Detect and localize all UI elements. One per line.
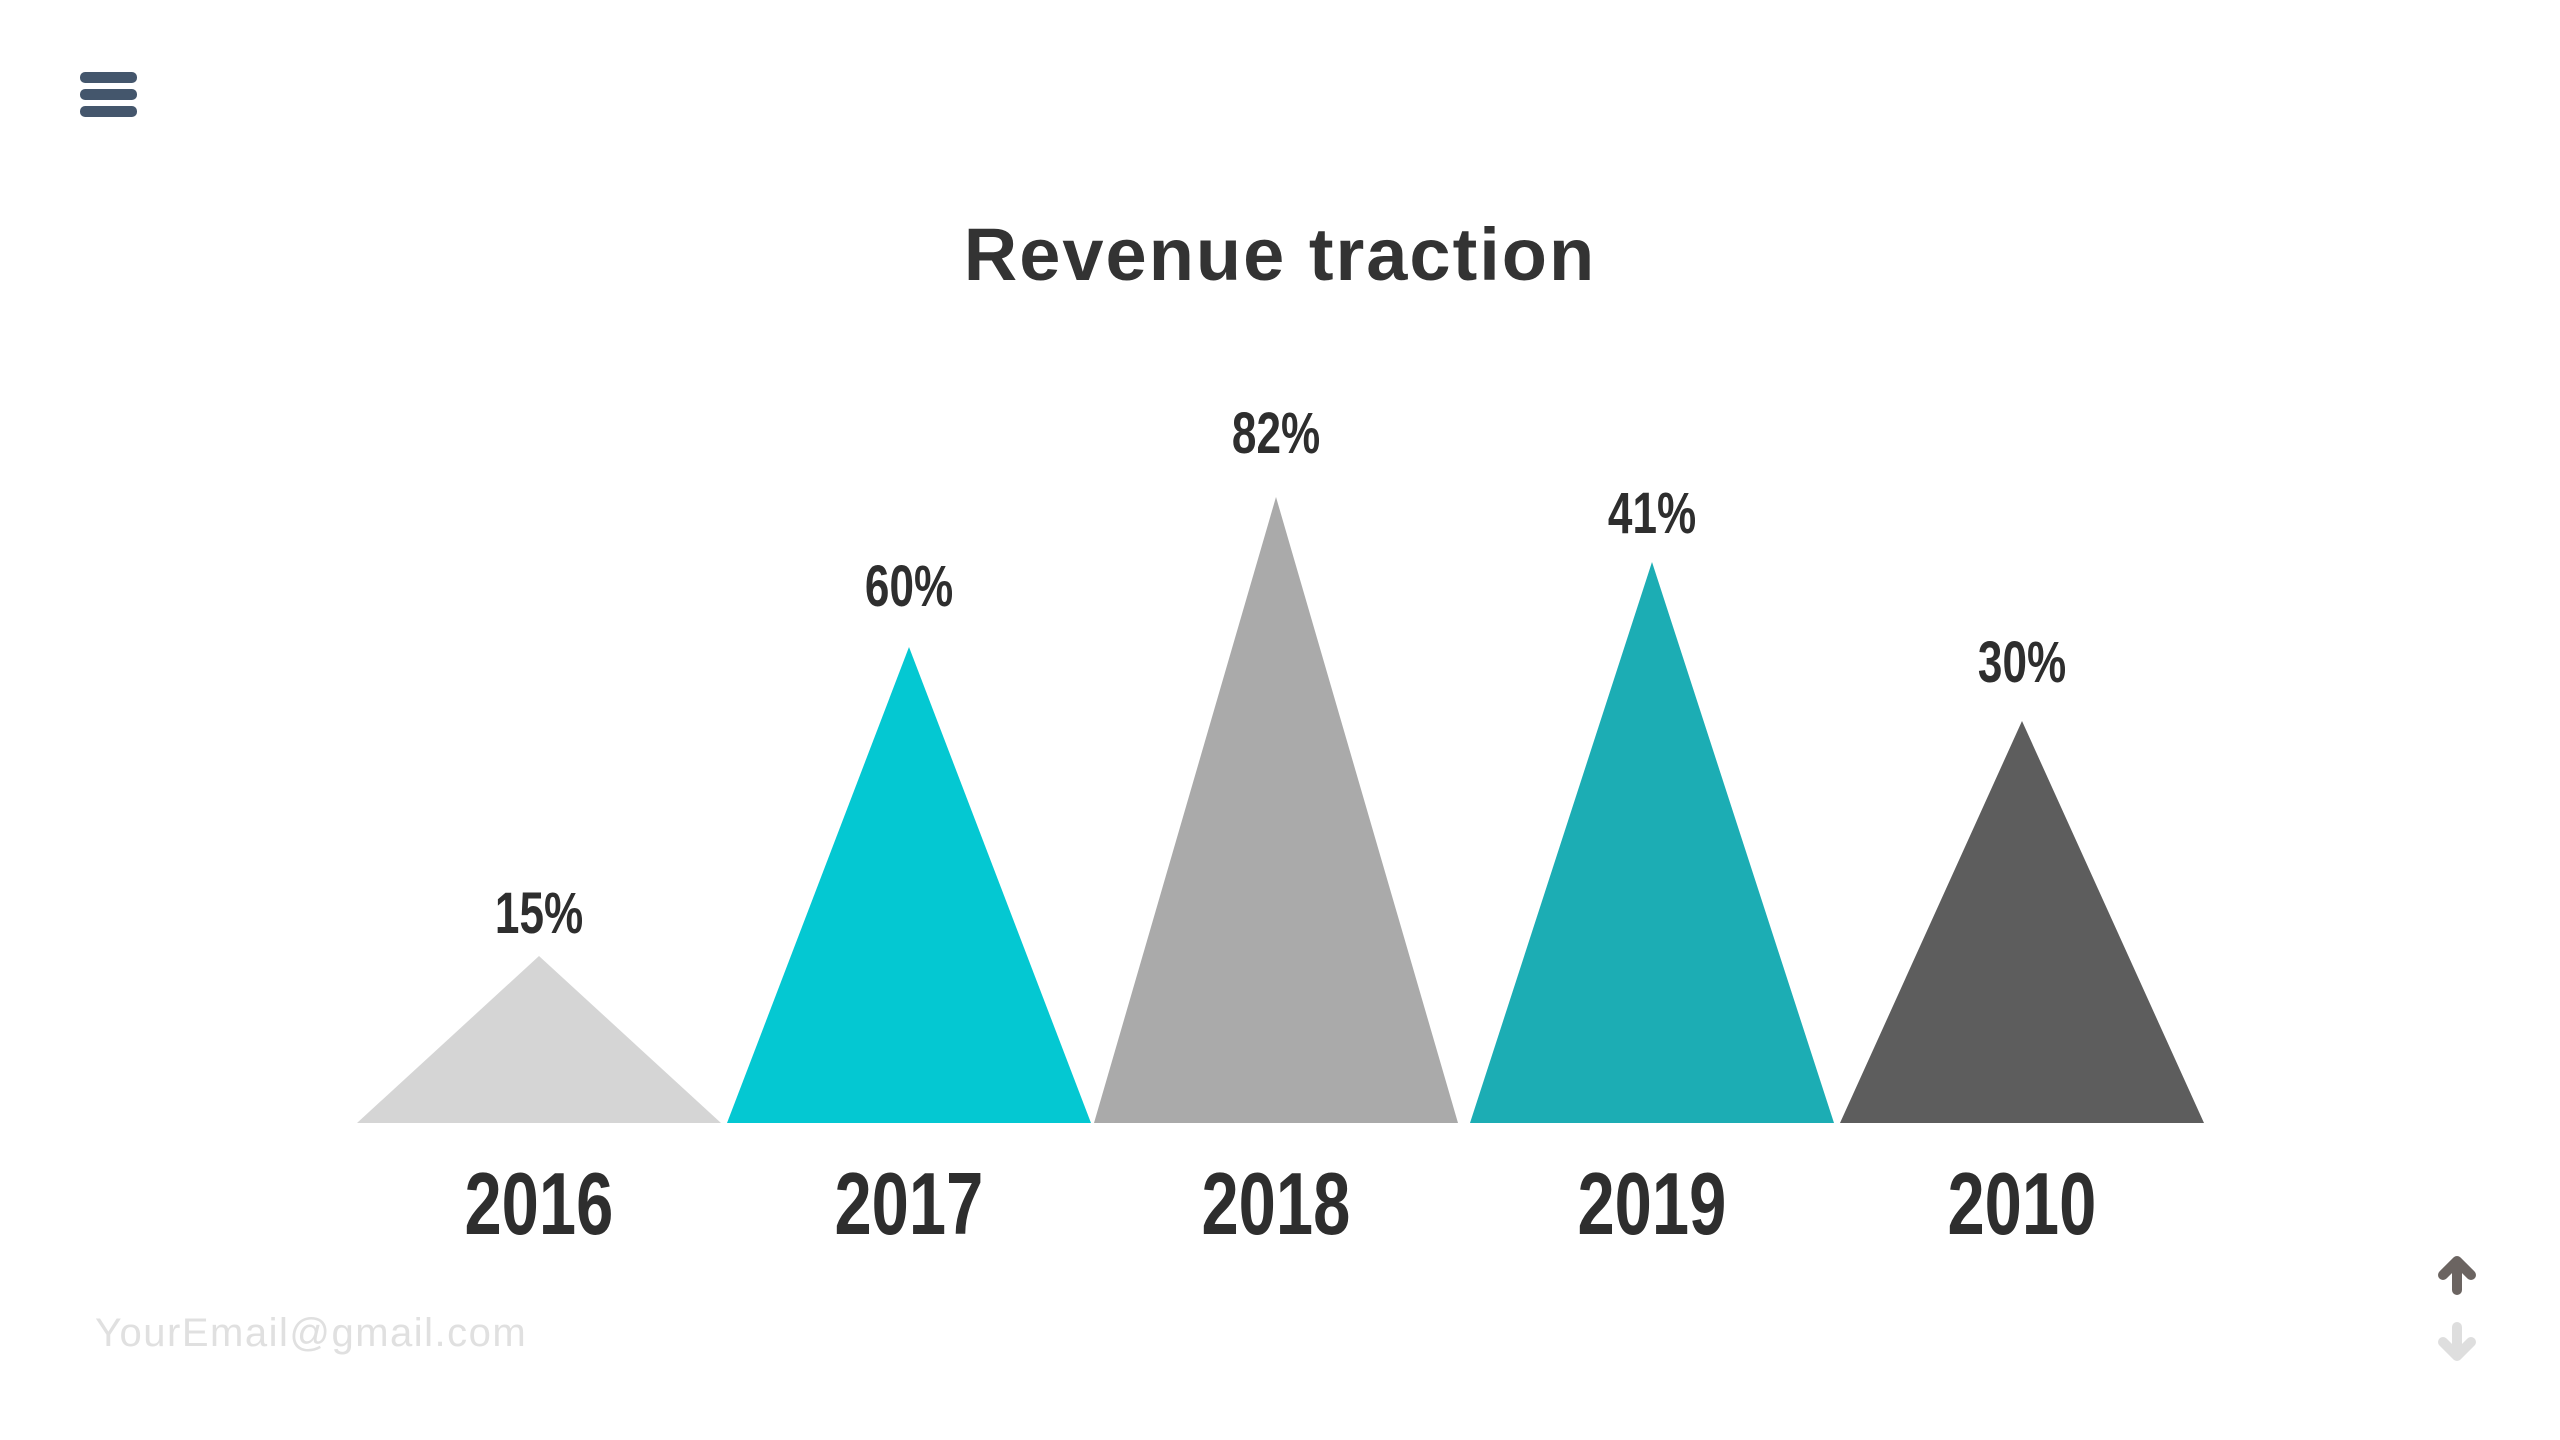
category-label: 2019 — [1577, 1154, 1727, 1253]
triangle-shape — [1840, 721, 2204, 1123]
value-label: 41% — [1607, 481, 1697, 546]
slide-nav — [2433, 1250, 2481, 1367]
value-label: 30% — [1977, 630, 2067, 695]
triangle-shape — [1094, 497, 1458, 1123]
scroll-down-button[interactable] — [2433, 1319, 2481, 1367]
category-label: 2016 — [464, 1154, 614, 1253]
category-label: 2010 — [1947, 1154, 2097, 1253]
menu-button[interactable] — [80, 72, 137, 117]
value-label: 60% — [864, 554, 954, 619]
triangle-shape — [1470, 562, 1834, 1123]
value-label: 15% — [494, 881, 584, 946]
scroll-up-button[interactable] — [2433, 1250, 2481, 1298]
email-placeholder-text: YourEmail@gmail.com — [95, 1311, 528, 1355]
arrow-down-icon — [2438, 1322, 2476, 1361]
hamburger-icon — [80, 72, 137, 83]
triangle-shape — [357, 956, 721, 1123]
triangle-shape — [727, 647, 1091, 1123]
value-label: 82% — [1231, 401, 1321, 466]
chart-title: Revenue traction — [963, 213, 1597, 296]
arrow-up-icon — [2438, 1256, 2476, 1295]
category-label: 2017 — [834, 1154, 984, 1253]
category-label: 2018 — [1201, 1154, 1351, 1253]
